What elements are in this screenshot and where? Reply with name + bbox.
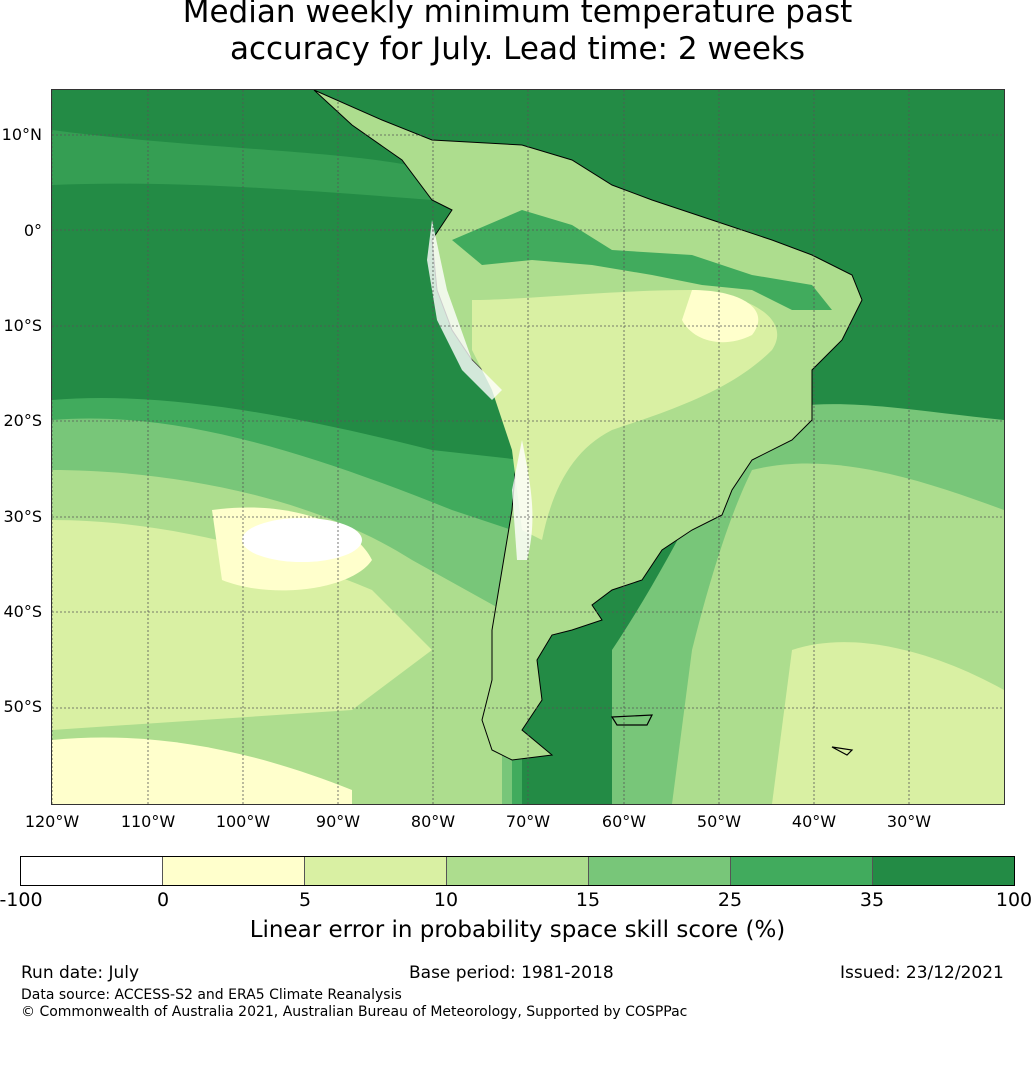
lat-label-30s: 30°S	[3, 507, 42, 526]
lat-label-10s: 10°S	[3, 316, 42, 335]
interior-low-skill	[472, 290, 778, 540]
south-atlantic-lowest	[772, 642, 1004, 804]
lon-label-100w: 100°W	[215, 812, 271, 831]
lat-label-0: 0°	[23, 221, 42, 240]
chart-title: Median weekly minimum temperature past a…	[0, 0, 1035, 68]
title-line-2: accuracy for July. Lead time: 2 weeks	[229, 31, 806, 67]
colorbar-segment	[589, 857, 731, 885]
graticule	[52, 90, 1004, 804]
colorbar	[20, 856, 1015, 886]
colorbar-segment	[305, 857, 447, 885]
colorbar-tick: 5	[298, 889, 312, 911]
colorbar-tick: 25	[717, 889, 743, 911]
lon-label-120w: 120°W	[24, 812, 80, 831]
colorbar-segment	[873, 857, 1014, 885]
colorbar-tick: 0	[156, 889, 170, 911]
lon-label-90w: 90°W	[315, 812, 361, 831]
map-canvas	[52, 90, 1004, 804]
andes-negative-strip	[512, 440, 533, 560]
pacific-lowest-skill	[52, 520, 432, 730]
amazon-high-skill	[452, 210, 832, 310]
lat-label-40s: 40°S	[3, 602, 42, 621]
title-line-1: Median weekly minimum temperature past	[182, 0, 853, 30]
lon-label-70w: 70°W	[505, 812, 551, 831]
issued-date: Issued: 23/12/2021	[840, 963, 1004, 983]
colorbar-tick: 10	[433, 889, 459, 911]
colorbar-segment	[731, 857, 873, 885]
skill-map	[51, 89, 1005, 805]
lon-label-50w: 50°W	[696, 812, 742, 831]
lon-label-40w: 40°W	[791, 812, 837, 831]
southwest-nearzero-area	[52, 737, 352, 804]
base-period: Base period: 1981-2018	[409, 963, 614, 983]
lat-label-10n: 10°N	[1, 125, 42, 144]
lat-label-20s: 20°S	[3, 411, 42, 430]
lon-label-80w: 80°W	[410, 812, 456, 831]
equatorial-band	[52, 130, 432, 200]
lon-label-110w: 110°W	[120, 812, 176, 831]
data-source: Data source: ACCESS-S2 and ERA5 Climate …	[21, 987, 402, 1003]
pacific-negative-area	[242, 518, 362, 562]
colorbar-segment	[21, 857, 163, 885]
colorbar-segment	[447, 857, 589, 885]
south-georgia	[831, 746, 854, 756]
colorbar-segment	[163, 857, 305, 885]
lat-label-50s: 50°S	[3, 697, 42, 716]
colorbar-tick: 100	[995, 889, 1033, 911]
lon-label-60w: 60°W	[601, 812, 647, 831]
brazil-nearzero-area	[682, 290, 759, 343]
copyright: © Commonwealth of Australia 2021, Austra…	[21, 1004, 688, 1020]
lon-label-30w: 30°W	[886, 812, 932, 831]
coastal-negative-strip	[427, 220, 502, 400]
colorbar-tick: 15	[575, 889, 601, 911]
colorbar-tick: 35	[859, 889, 885, 911]
colorbar-label: Linear error in probability space skill …	[249, 917, 786, 943]
run-date: Run date: July	[21, 963, 140, 983]
colorbar-tick: -100	[0, 889, 43, 911]
falkland-islands	[610, 714, 653, 726]
